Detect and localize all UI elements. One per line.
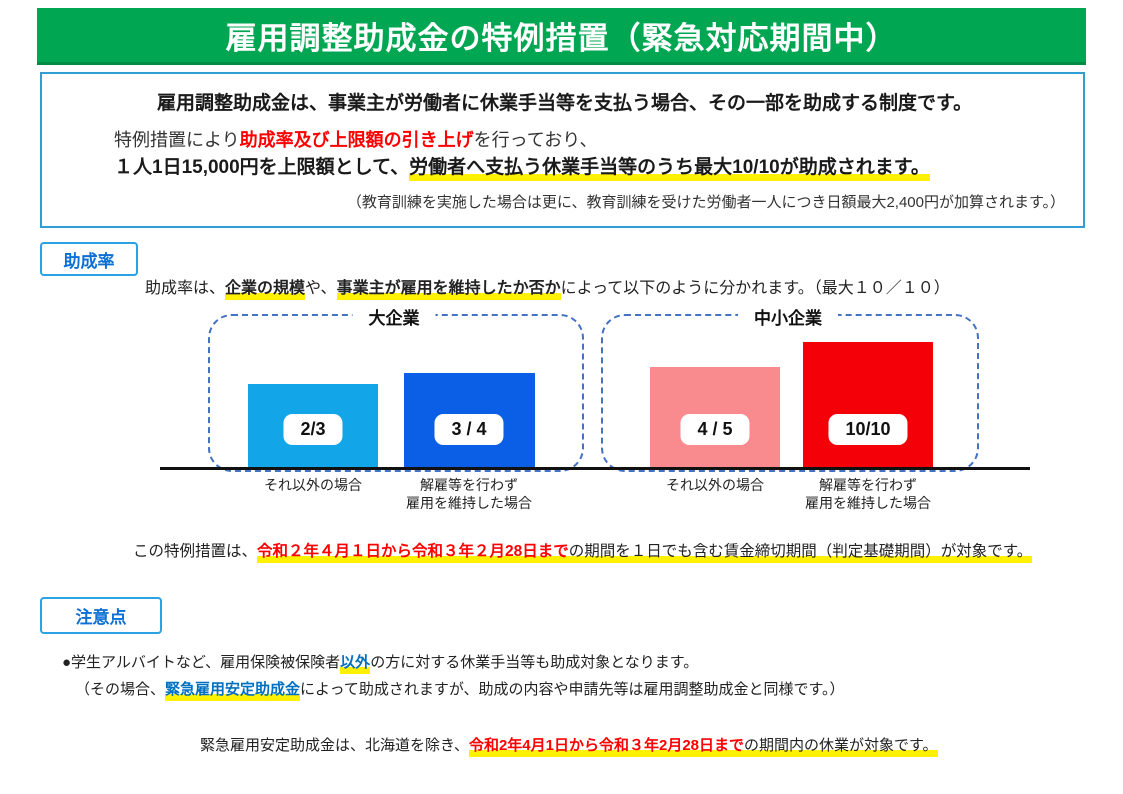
period-note: この特例措置は、令和２年４月１日から令和３年２月28日までの期間を１日でも含む賃… [133, 539, 1033, 563]
page-title: 雇用調整助成金の特例措置（緊急対応期間中） [225, 20, 898, 56]
section-label-text: 注意点 [75, 608, 127, 627]
section-label-subsidy-rate: 助成率 [40, 242, 138, 276]
caution-bullet-2: （その場合、緊急雇用安定助成金によって助成されますが、助成の内容や申請先等は雇用… [75, 678, 845, 701]
intro-line-2: 特例措置により助成率及び上限額の引き上げを行っており、 [114, 130, 598, 150]
bar-caption-sme-maintained: 解雇等を行わず 雇用を維持した場合 [805, 477, 931, 511]
bar-sme-maintained [803, 342, 933, 468]
caution-footnote: 緊急雇用安定助成金は、北海道を除き、令和2年4月1日から令和３年2月28日までの… [200, 734, 938, 757]
group-label-sme: 中小企業 [738, 304, 838, 329]
title-banner: 雇用調整助成金の特例措置（緊急対応期間中） [37, 8, 1086, 65]
bar-value-large-maintained: 3 / 4 [434, 414, 504, 445]
caution-bullet-1: ●学生アルバイトなど、雇用保険被保険者以外の方に対する休業手当等も助成対象となり… [62, 651, 698, 674]
axis-baseline [160, 467, 1030, 470]
section-label-text: 助成率 [63, 251, 115, 271]
bar-value-sme-other: 4 / 5 [680, 414, 750, 445]
group-label-large-company: 大企業 [352, 304, 436, 329]
bar-caption-sme-other: それ以外の場合 [666, 477, 764, 493]
intro-line-4: （教育訓練を実施した場合は更に、教育訓練を受けた労働者一人につき日額最大2,40… [346, 194, 1065, 211]
bar-value-large-other: 2/3 [283, 414, 343, 445]
subsidy-rate-description: 助成率は、企業の規模や、事業主が雇用を維持したか否かによって以下のように分かれま… [145, 274, 950, 300]
section-label-caution: 注意点 [40, 597, 162, 634]
bar-value-sme-maintained: 10/10 [828, 414, 908, 445]
intro-line-1: 雇用調整助成金は、事業主が労働者に休業手当等を支払う場合、その一部を助成する制度… [157, 93, 973, 114]
intro-line-3: １人1日15,000円を上限額として、労働者へ支払う休業手当等のうち最大10/1… [114, 152, 930, 181]
intro-box: 雇用調整助成金は、事業主が労働者に休業手当等を支払う場合、その一部を助成する制度… [40, 72, 1085, 228]
bar-caption-large-maintained: 解雇等を行わず 雇用を維持した場合 [406, 477, 532, 511]
bar-caption-large-other: それ以外の場合 [264, 477, 362, 493]
